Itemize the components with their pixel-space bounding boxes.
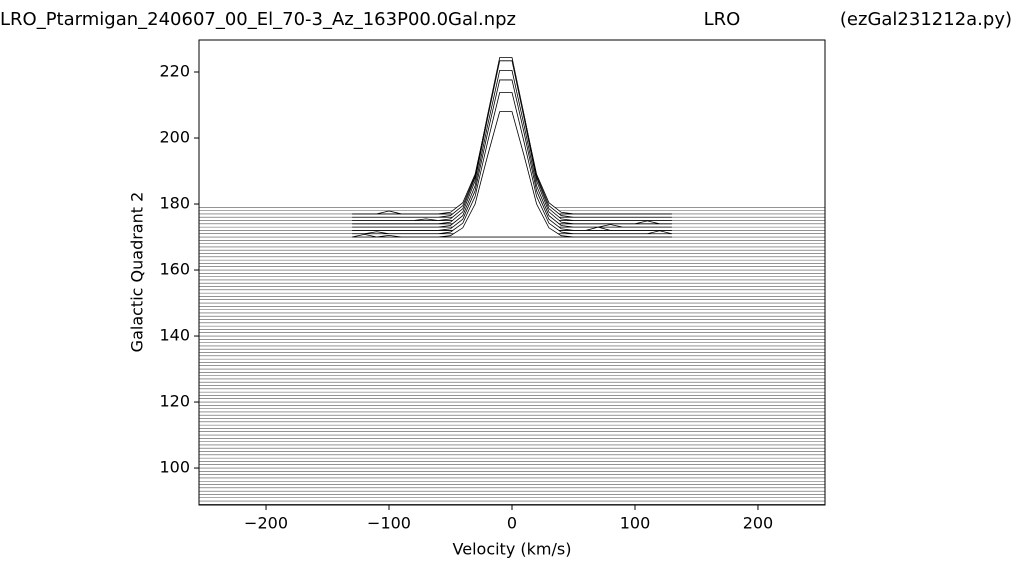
y-tick-label: 140 [159, 326, 190, 345]
x-tick-label: 0 [507, 514, 517, 533]
x-tick-label: −100 [367, 514, 411, 533]
chart-title: (ezGal231212a.py) [840, 9, 1012, 30]
y-axis-label: Galactic Quadrant 2 [128, 192, 147, 353]
y-tick-label: 100 [159, 458, 190, 477]
y-tick-label: 160 [159, 260, 190, 279]
y-tick-label: 180 [159, 194, 190, 213]
y-tick-label: 220 [159, 62, 190, 81]
x-axis-label: Velocity (km/s) [453, 540, 572, 559]
y-tick-label: 120 [159, 392, 190, 411]
x-tick-label: 200 [743, 514, 774, 533]
chart-title: LRO_Ptarmigan_240607_00_El_70-3_Az_163P0… [0, 9, 516, 30]
y-tick-label: 200 [159, 128, 190, 147]
spectrum [352, 111, 672, 238]
chart-title: LRO [704, 9, 741, 30]
x-tick-label: −200 [244, 514, 288, 533]
x-tick-label: 100 [620, 514, 651, 533]
